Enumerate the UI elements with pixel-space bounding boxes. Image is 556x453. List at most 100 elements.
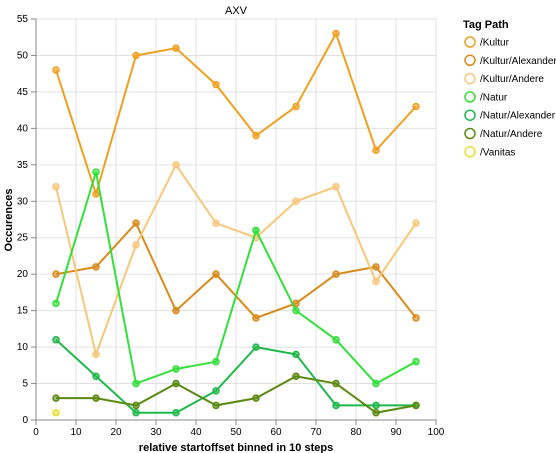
series-4	[52, 336, 420, 417]
legend-label: /Kultur/Alexander	[480, 56, 556, 67]
data-point	[292, 372, 300, 381]
data-point	[252, 394, 260, 402]
data-point	[252, 314, 260, 322]
data-point	[412, 102, 420, 111]
y-tick-label: 0	[22, 415, 28, 426]
x-axis-title: relative startoffset binned in 10 steps	[139, 442, 333, 453]
axes: 0 10 20 30 40 50 60 70 80 90 100 0 5 10 15 20 25 30 35 40 45…	[17, 14, 445, 438]
data-point	[172, 161, 180, 169]
y-tick-label: 55	[17, 14, 29, 25]
data-point	[52, 182, 60, 191]
data-point	[372, 379, 380, 388]
data-point	[252, 226, 260, 235]
legend-label: /Natur	[480, 92, 508, 103]
data-point	[332, 182, 340, 191]
data-point	[92, 394, 100, 402]
data-point	[212, 401, 220, 410]
series-5	[52, 372, 420, 417]
data-point	[332, 379, 340, 388]
data-point	[332, 29, 340, 38]
data-point	[412, 219, 420, 227]
y-tick-label: 15	[17, 306, 29, 317]
data-point	[252, 343, 260, 351]
legend-label: /Kultur/Andere	[480, 74, 544, 85]
data-point	[372, 401, 380, 410]
y-tick-label: 35	[17, 160, 29, 171]
y-tick-label: 5	[22, 379, 28, 390]
data-point	[332, 401, 340, 410]
legend-symbol	[464, 54, 476, 67]
data-point	[132, 408, 140, 417]
series-line	[55, 162, 417, 358]
data-point	[212, 357, 220, 366]
data-point	[52, 408, 60, 417]
data-point	[92, 350, 100, 359]
chart-title: AXV	[225, 5, 248, 17]
legend-label: /Natur/Andere	[480, 129, 543, 140]
y-tick-label: 25	[17, 233, 29, 244]
y-axis-title: Occurences	[3, 189, 15, 252]
x-tick-label: 30	[150, 427, 162, 438]
data-point	[292, 197, 300, 206]
data-point	[372, 263, 380, 271]
series-layer	[52, 29, 420, 417]
x-tick-label: 40	[190, 427, 202, 438]
x-tick-label: 0	[33, 427, 39, 438]
data-point	[412, 401, 420, 410]
legend-title: Tag Path	[463, 19, 509, 31]
data-point	[172, 306, 180, 315]
data-point	[172, 44, 180, 52]
series-line	[55, 31, 417, 198]
x-tick-label: 100	[428, 427, 445, 438]
y-tick-label: 40	[17, 123, 29, 134]
data-point	[372, 408, 380, 417]
x-tick-label: 50	[230, 427, 242, 438]
data-point	[412, 357, 420, 366]
data-point	[372, 277, 380, 286]
x-tick-label: 10	[70, 427, 82, 438]
data-point	[332, 336, 340, 344]
data-point	[132, 379, 140, 388]
x-tick-label: 80	[350, 427, 362, 438]
series-line	[56, 375, 417, 414]
legend-label: /Kultur	[480, 38, 510, 49]
data-point	[52, 270, 60, 278]
series-3	[52, 168, 420, 388]
data-point	[212, 219, 220, 227]
data-point	[292, 350, 300, 359]
data-point	[212, 270, 220, 278]
x-tick-label: 20	[110, 427, 122, 438]
data-point	[132, 51, 140, 60]
data-point	[212, 387, 220, 395]
legend-symbol	[464, 109, 476, 121]
y-tick-label: 20	[17, 269, 29, 280]
series-6	[52, 408, 60, 417]
series-line	[55, 339, 416, 414]
data-point	[212, 80, 220, 89]
y-tick-label: 30	[17, 196, 29, 207]
data-point	[172, 365, 180, 373]
data-point	[332, 270, 340, 278]
data-point	[132, 219, 140, 227]
data-point	[92, 190, 100, 198]
data-point	[292, 102, 300, 111]
x-tick-label: 90	[390, 427, 402, 438]
gridlines	[35, 18, 437, 421]
data-point	[52, 66, 60, 74]
data-point	[412, 314, 420, 322]
data-point	[92, 372, 100, 381]
legend-label: /Natur/Alexander	[480, 111, 556, 122]
series-line	[55, 171, 417, 385]
data-point	[172, 408, 180, 417]
data-point	[172, 379, 180, 388]
series-2	[52, 161, 420, 359]
x-tick-label: 60	[270, 427, 282, 438]
data-point	[52, 394, 60, 402]
legend-symbol	[464, 36, 476, 48]
data-point	[252, 131, 260, 140]
legend-symbol	[464, 72, 476, 85]
data-point	[292, 306, 300, 315]
y-tick-label: 50	[17, 50, 29, 61]
x-tick-label: 70	[310, 427, 322, 438]
